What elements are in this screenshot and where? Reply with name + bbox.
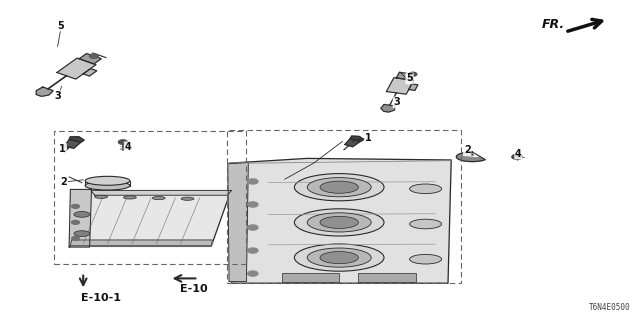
Polygon shape — [228, 163, 248, 282]
Polygon shape — [79, 53, 101, 64]
Ellipse shape — [181, 197, 194, 200]
Text: E-10: E-10 — [180, 284, 208, 294]
Polygon shape — [91, 190, 232, 195]
Polygon shape — [70, 190, 230, 246]
Polygon shape — [387, 78, 413, 94]
Circle shape — [72, 220, 79, 224]
Ellipse shape — [74, 212, 90, 217]
Text: 5: 5 — [406, 73, 413, 84]
Polygon shape — [396, 72, 414, 80]
Polygon shape — [69, 137, 84, 142]
Circle shape — [248, 179, 258, 184]
Polygon shape — [36, 87, 53, 96]
Polygon shape — [83, 68, 97, 76]
Ellipse shape — [85, 181, 130, 190]
Polygon shape — [381, 104, 396, 112]
Ellipse shape — [320, 216, 358, 228]
Polygon shape — [65, 140, 81, 148]
Circle shape — [118, 140, 127, 144]
Ellipse shape — [294, 173, 384, 201]
Polygon shape — [70, 240, 212, 246]
Ellipse shape — [320, 252, 358, 264]
Ellipse shape — [95, 195, 108, 198]
Text: 3: 3 — [54, 91, 61, 101]
Ellipse shape — [307, 213, 371, 232]
Circle shape — [512, 154, 522, 159]
Circle shape — [248, 271, 258, 276]
Ellipse shape — [85, 176, 130, 185]
Ellipse shape — [74, 231, 90, 236]
Circle shape — [72, 204, 79, 208]
Ellipse shape — [294, 244, 384, 271]
Polygon shape — [69, 189, 92, 247]
Text: 3: 3 — [394, 97, 400, 108]
Text: 2: 2 — [61, 177, 67, 188]
Circle shape — [72, 236, 79, 240]
Text: 2: 2 — [464, 145, 470, 156]
Bar — [358, 273, 416, 282]
Text: FR.: FR. — [541, 18, 564, 30]
Polygon shape — [57, 58, 96, 79]
Polygon shape — [409, 84, 418, 90]
Circle shape — [90, 54, 99, 58]
Text: E-10-1: E-10-1 — [81, 293, 121, 303]
Ellipse shape — [124, 196, 136, 199]
Ellipse shape — [152, 196, 165, 200]
Text: T6N4E0500: T6N4E0500 — [589, 303, 630, 312]
Text: 5: 5 — [58, 20, 64, 31]
Circle shape — [248, 202, 258, 207]
Circle shape — [248, 248, 258, 253]
Polygon shape — [350, 136, 364, 141]
Circle shape — [248, 225, 258, 230]
Ellipse shape — [307, 178, 371, 197]
Ellipse shape — [410, 184, 442, 194]
Text: 4: 4 — [515, 148, 522, 159]
Text: 1: 1 — [60, 144, 66, 154]
Ellipse shape — [410, 254, 442, 264]
Polygon shape — [345, 139, 360, 147]
Ellipse shape — [410, 219, 442, 229]
Ellipse shape — [294, 209, 384, 236]
Polygon shape — [229, 158, 451, 283]
Bar — [282, 273, 339, 282]
Circle shape — [515, 156, 520, 158]
Text: 1: 1 — [365, 132, 371, 143]
Text: 4: 4 — [125, 142, 131, 152]
Circle shape — [409, 72, 417, 76]
Ellipse shape — [320, 181, 358, 193]
Ellipse shape — [307, 248, 371, 267]
Polygon shape — [456, 152, 485, 162]
